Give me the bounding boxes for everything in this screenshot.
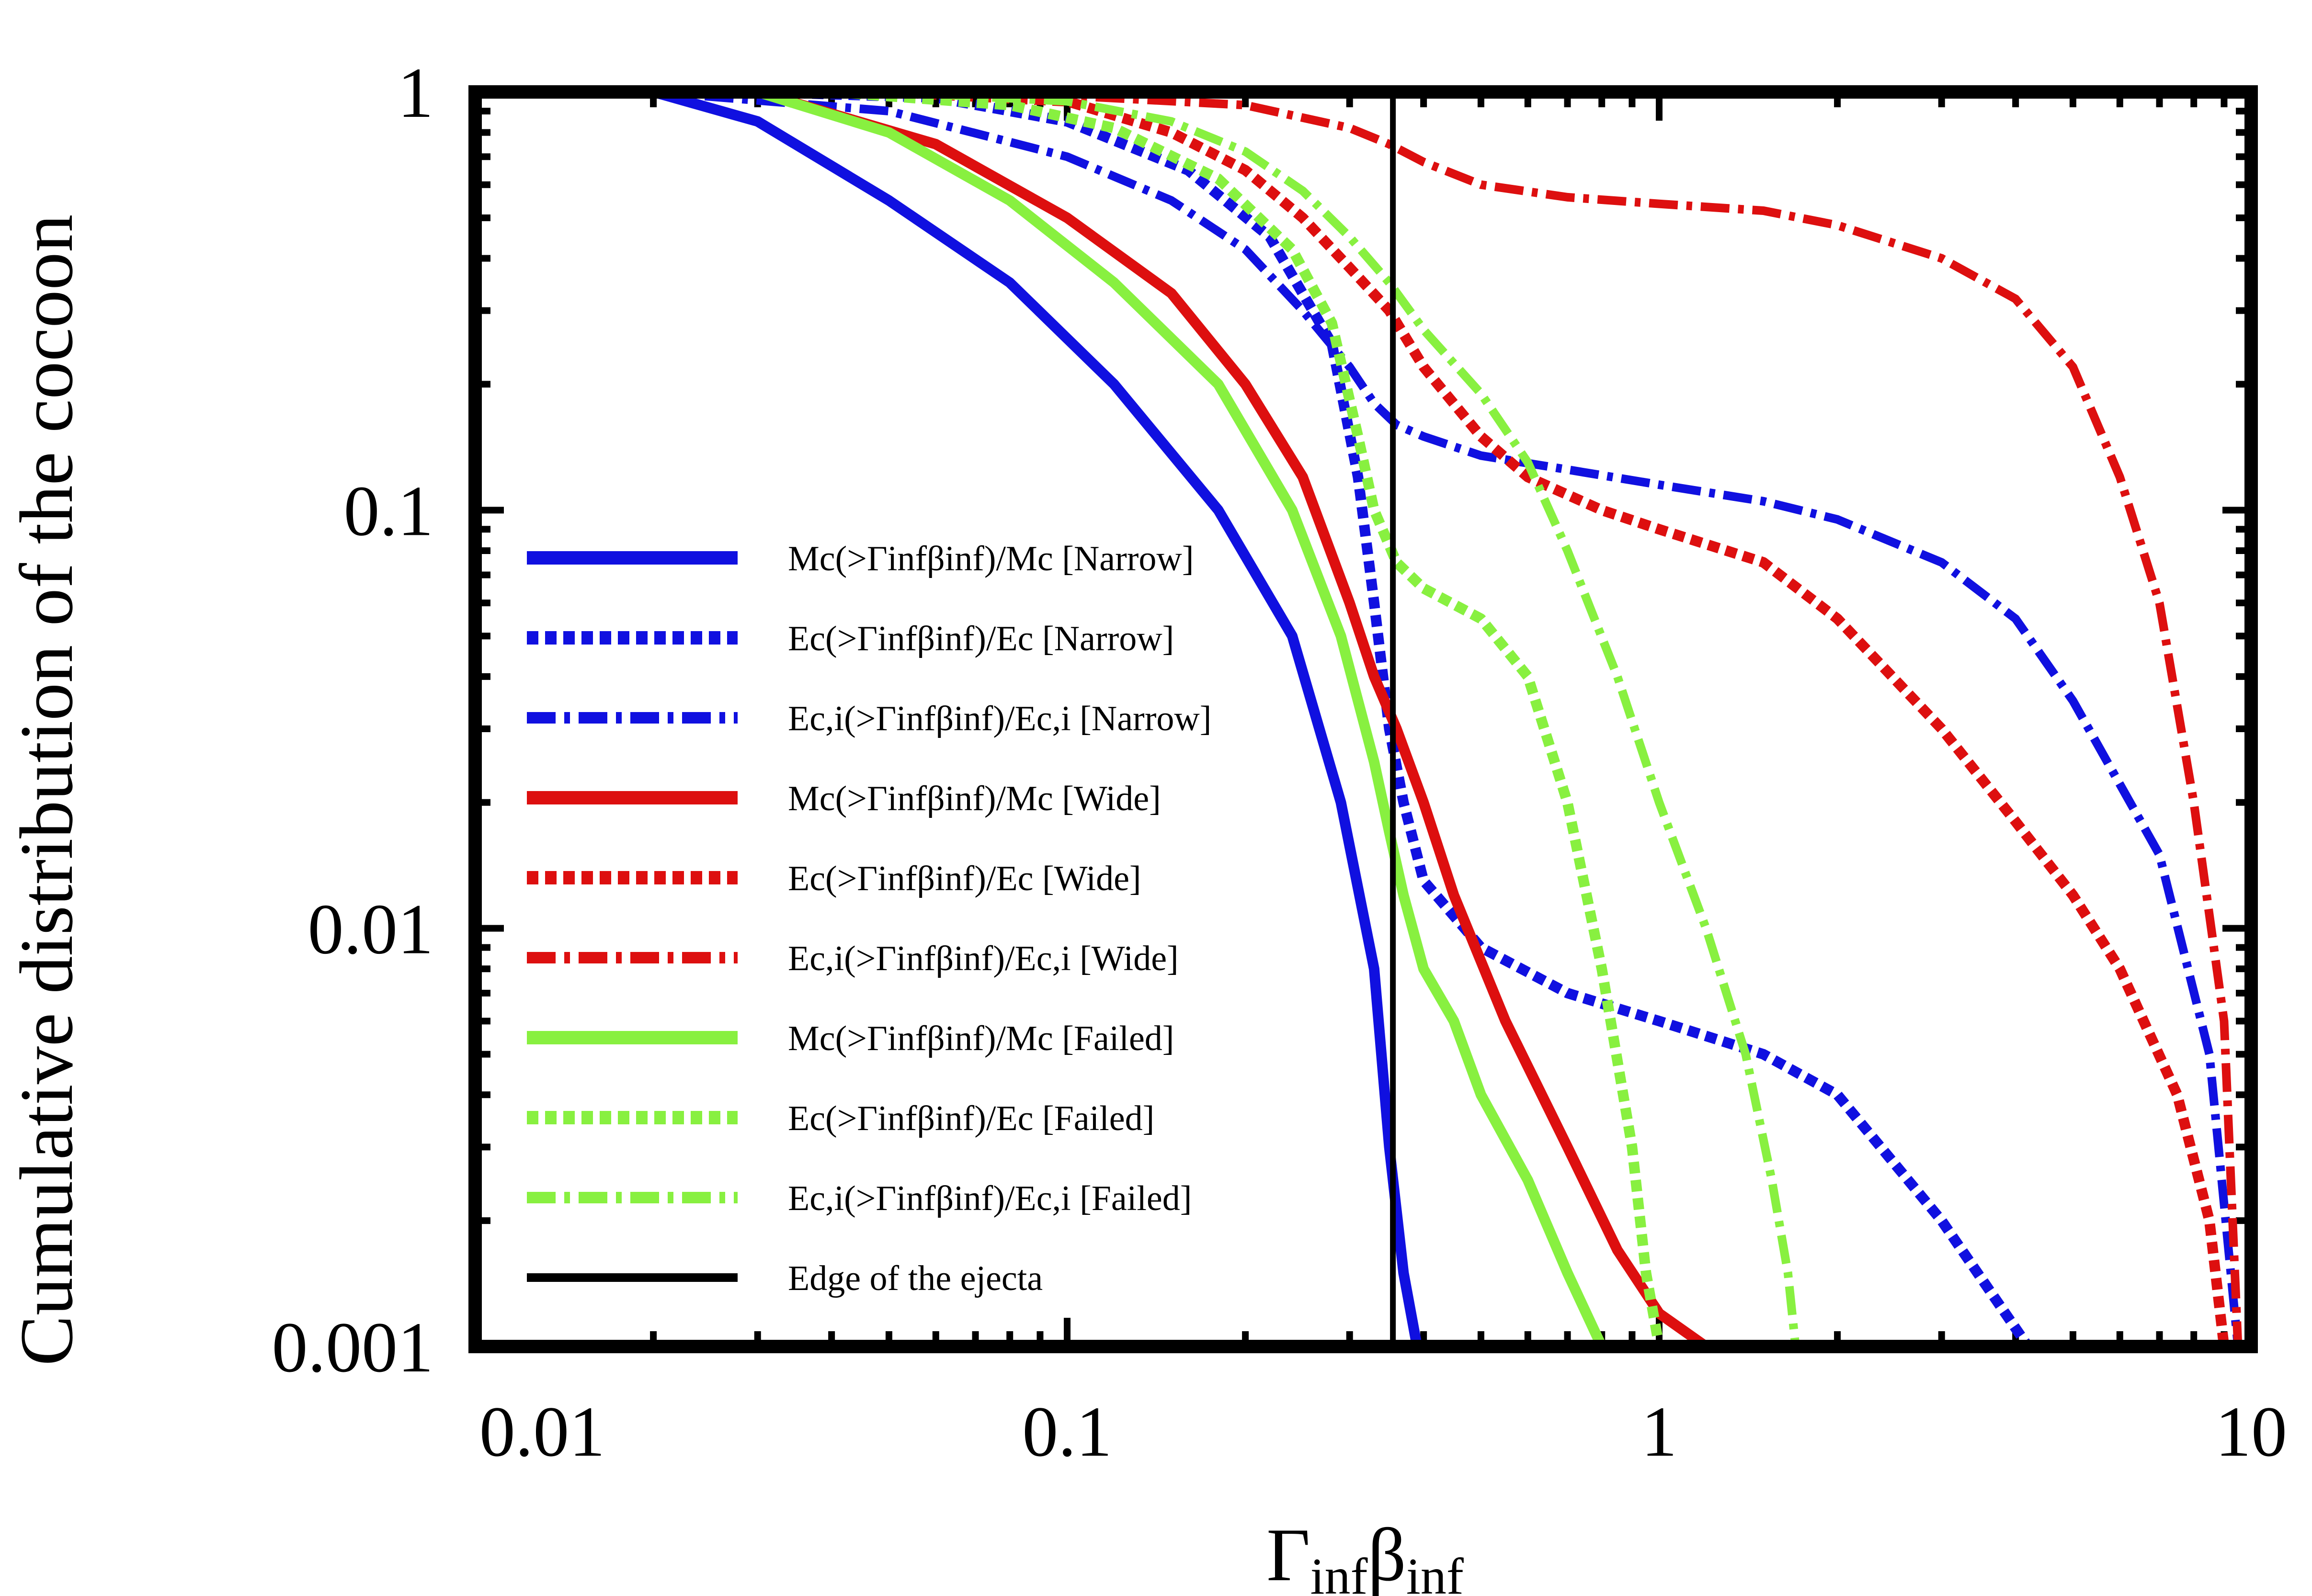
legend-label-7: Mc(>Γinfβinf)/Mc [Failed] [788,1019,1174,1058]
legend-label-2: Ec(>Γinfβinf)/Ec [Narrow] [788,619,1174,658]
series-line-9 [888,92,1800,1347]
series-line-5 [888,92,2230,1347]
series-line-6 [888,92,2243,1347]
x-axis-label: Γinfβinf [1266,1513,1464,1596]
legend: Mc(>Γinfβinf)/Mc [Narrow] Ec(>Γinfβinf)/E… [527,539,1211,1298]
series-line-7 [756,92,1607,1347]
legend-label-1: Mc(>Γinfβinf)/Mc [Narrow] [788,539,1194,578]
series-line-3 [653,92,2243,1347]
series-line-8 [831,92,1664,1347]
y-tick-label: 0.001 [272,1308,434,1387]
y-tick-label: 0.1 [344,471,434,551]
legend-label-4: Mc(>Γinfβinf)/Mc [Wide] [788,779,1161,818]
legend-label-6: Ec,i(>Γinfβinf)/Ec,i [Wide] [788,939,1179,978]
legend-label-8: Ec(>Γinfβinf)/Ec [Failed] [788,1099,1154,1138]
x-tick-label: 0.01 [479,1392,605,1471]
y-axis-label: Cumulative distribution of the cocoon [5,215,89,1366]
x-tick-label: 0.1 [1022,1392,1112,1471]
series-line-2 [757,92,2033,1347]
y-tick-label: 0.01 [308,890,434,969]
y-tick-label: 1 [398,53,433,133]
x-axis-tick-labels: 0.01 0.1 1 10 [479,1392,2287,1471]
legend-label-5: Ec(>Γinfβinf)/Ec [Wide] [788,859,1141,898]
plot-area [652,92,2243,1347]
x-tick-label: 1 [1641,1392,1677,1471]
x-tick-label: 10 [2215,1392,2287,1471]
plot-frame [468,85,2258,1353]
y-axis-tick-labels: 0.001 0.01 0.1 1 [272,53,434,1387]
series-line-4 [756,92,1709,1347]
legend-label-10: Edge of the ejecta [788,1259,1043,1298]
legend-label-3: Ec,i(>Γinfβinf)/Ec,i [Narrow] [788,699,1211,738]
legend-label-9: Ec,i(>Γinfβinf)/Ec,i [Failed] [788,1179,1192,1218]
